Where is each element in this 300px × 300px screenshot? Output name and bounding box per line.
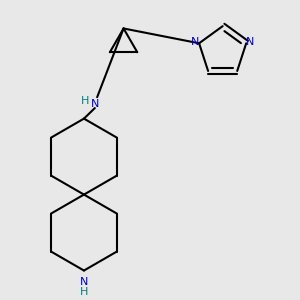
Text: N: N — [246, 37, 255, 47]
Text: H: H — [80, 287, 88, 297]
Text: H: H — [81, 97, 89, 106]
Text: N: N — [80, 277, 88, 287]
Text: N: N — [91, 99, 99, 109]
Text: N: N — [190, 37, 199, 47]
